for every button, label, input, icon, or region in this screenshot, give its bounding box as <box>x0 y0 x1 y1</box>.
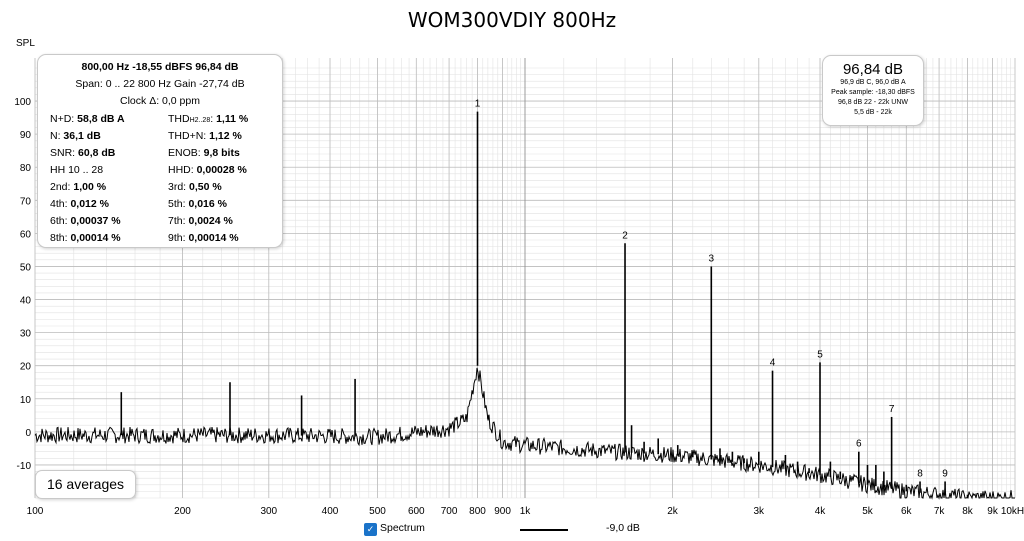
x-tick-label: 300 <box>260 506 277 517</box>
spectrum-trace <box>34 367 1015 500</box>
peak-line: 96,8 dB 22 - 22k UNW <box>837 99 909 106</box>
spectrum-checkbox[interactable]: ✓ <box>364 523 377 536</box>
stat-row-left: 6th: 0,00037 % <box>50 215 121 227</box>
harmonic-label: 2 <box>622 230 628 241</box>
x-tick-label: 9k <box>987 506 999 517</box>
stats-line-span: Span: 0 .. 22 800 Hz Gain -27,74 dB <box>75 78 245 90</box>
stat-row-right: THD+N: 1,12 % <box>168 130 242 142</box>
legend-offset: -9,0 dB <box>606 522 640 534</box>
peak-level-panel[interactable]: 96,84 dB 96,9 dB C, 96,0 dB A Peak sampl… <box>822 55 924 126</box>
x-tick-label: 200 <box>174 506 191 517</box>
y-tick-label: 70 <box>20 196 32 207</box>
x-tick-label: 2k <box>667 506 679 517</box>
x-tick-label: 4k <box>815 506 827 517</box>
x-tick-label: 100 <box>27 506 44 517</box>
harmonic-label: 4 <box>770 358 776 369</box>
x-tick-label: 400 <box>322 506 339 517</box>
y-tick-label: 80 <box>20 163 32 174</box>
stats-line-frequency: 800,00 Hz -18,55 dBFS 96,84 dB <box>81 61 239 73</box>
chart-title: WOM300VDIY 800Hz <box>407 8 617 32</box>
y-tick-label: 0 <box>25 428 31 439</box>
x-tick-label: 900 <box>494 506 511 517</box>
peak-line: 96,9 dB C, 96,0 dB A <box>840 79 906 86</box>
x-tick-label: 8k <box>962 506 974 517</box>
stat-row-right: ENOB: 9,8 bits <box>168 147 240 159</box>
x-tick-label: 600 <box>408 506 425 517</box>
legend-label: Spectrum <box>380 522 425 534</box>
stat-row-left: HH 10 .. 28 <box>50 164 104 176</box>
stat-row-left: 4th: 0,012 % <box>50 198 109 210</box>
x-tick-label: 700 <box>441 506 458 517</box>
stat-row-left: N+D: 58,8 dB A <box>50 113 125 125</box>
harmonic-label: 8 <box>917 468 923 479</box>
y-tick-label: 60 <box>20 229 32 240</box>
stat-row-right: HHD: 0,00028 % <box>168 164 247 176</box>
x-tick-label: 10kHz <box>1001 506 1024 517</box>
y-tick-label: 90 <box>20 130 32 141</box>
y-tick-label: -10 <box>17 461 32 472</box>
y-tick-label: 40 <box>20 296 32 307</box>
x-tick-label: 800 <box>469 506 486 517</box>
legend-line-swatch <box>520 529 568 531</box>
y-tick-label: 100 <box>14 97 31 108</box>
stat-row-left: SNR: 60,8 dB <box>50 147 116 159</box>
x-tick-label: 3k <box>754 506 766 517</box>
harmonic-label: 7 <box>889 404 895 415</box>
x-tick-label: 1k <box>520 506 532 517</box>
y-axis-label: SPL <box>16 38 35 49</box>
measurement-stats-panel[interactable]: 800,00 Hz -18,55 dBFS 96,84 dB Span: 0 .… <box>37 54 283 248</box>
x-tick-label: 7k <box>934 506 946 517</box>
y-tick-label: 20 <box>20 362 32 373</box>
x-tick-label: 500 <box>369 506 386 517</box>
stat-row-right: 5th: 0,016 % <box>168 198 227 210</box>
harmonic-label: 9 <box>942 468 948 479</box>
harmonic-label: 6 <box>856 439 862 450</box>
averages-counter[interactable]: 16 averages <box>35 470 136 499</box>
harmonic-label: 1 <box>475 99 481 110</box>
stat-row-left: N: 36,1 dB <box>50 130 101 142</box>
stats-line-clock: Clock Δ: 0,0 ppm <box>120 95 200 107</box>
x-tick-label: 5k <box>862 506 874 517</box>
stat-row-right: 3rd: 0,50 % <box>168 181 222 193</box>
harmonic-label: 5 <box>817 349 823 360</box>
peak-level-value: 96,84 dB <box>842 61 904 78</box>
harmonic-label: 3 <box>709 253 715 264</box>
x-tick-label: 6k <box>901 506 913 517</box>
peak-line: 5,5 dB - 22k <box>854 109 892 116</box>
stat-row-left: 2nd: 1,00 % <box>50 181 107 193</box>
y-tick-label: 50 <box>20 262 32 273</box>
y-tick-label: 10 <box>20 395 32 406</box>
stat-row-right: THDH2..28: 1,11 % <box>168 113 249 125</box>
y-tick-label: 30 <box>20 329 32 340</box>
peak-line: Peak sample: -18,30 dBFS <box>831 89 915 96</box>
stat-row-right: 7th: 0,0024 % <box>168 215 233 227</box>
stat-row-left: 8th: 0,00014 % <box>50 232 121 244</box>
stat-row-right: 9th: 0,00014 % <box>168 232 239 244</box>
